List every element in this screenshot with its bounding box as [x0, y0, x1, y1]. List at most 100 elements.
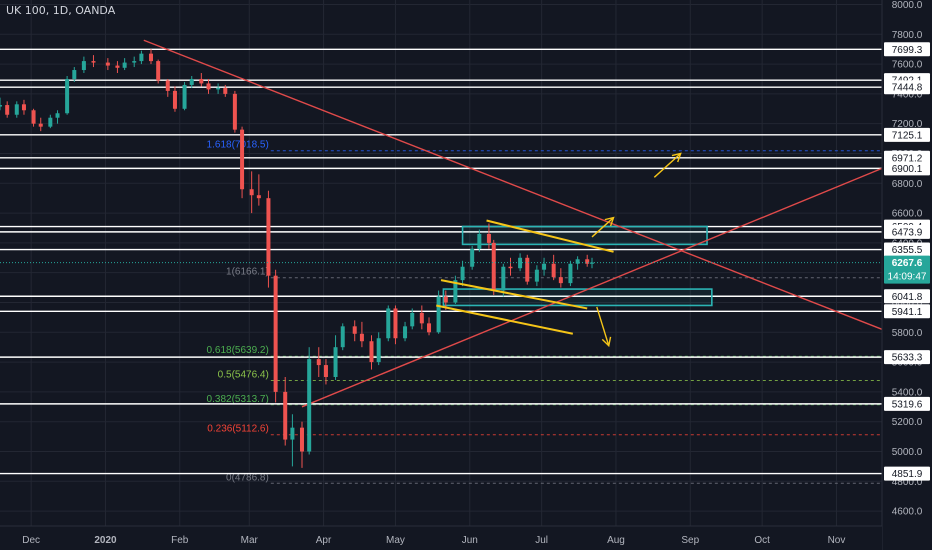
candle-body: [534, 269, 539, 282]
candle-body: [48, 117, 53, 127]
candle-body: [568, 263, 573, 284]
candle-body: [525, 257, 530, 282]
candle-body: [352, 326, 357, 334]
trendline-descending[interactable]: [143, 39, 883, 330]
arrow-head: [601, 336, 612, 348]
candle-body: [65, 78, 70, 114]
candle-body: [132, 61, 137, 63]
candle-body: [333, 347, 338, 377]
projection-arrow[interactable]: [653, 152, 682, 178]
candle-body: [139, 53, 144, 62]
last-price-tag: [884, 255, 930, 284]
level-price-tag-text: 7444.8: [892, 83, 923, 94]
candle-body: [249, 189, 254, 196]
candle-body: [14, 104, 19, 115]
price-tick-label: 6600.0: [892, 209, 923, 220]
candle-body: [585, 259, 590, 264]
price-axis-labels: 8000.07800.07600.07400.07200.07000.06800…: [0, 0, 930, 518]
level-price-tag: [884, 127, 930, 142]
candle-body: [491, 242, 496, 291]
price-tick-label: 7600.0: [892, 60, 923, 71]
level-price-tag-text: 4851.9: [892, 469, 923, 480]
trendline-ascending[interactable]: [301, 167, 883, 408]
channel-layer: [436, 219, 614, 335]
channel-line[interactable]: [436, 304, 574, 335]
fib-label: 0.382(5313.7): [207, 394, 269, 405]
time-tick-label: Dec: [22, 535, 40, 546]
candle-body: [156, 61, 161, 81]
candle-body: [316, 359, 321, 366]
candle-body: [386, 308, 391, 339]
level-price-tag: [884, 350, 930, 365]
candle-body: [575, 259, 580, 264]
time-tick-label: Jun: [462, 535, 478, 546]
candle-body: [81, 61, 86, 71]
arrows-layer: [591, 152, 682, 348]
level-price-tag: [884, 224, 930, 239]
level-price-tag: [884, 42, 930, 57]
time-tick-label: Mar: [241, 535, 259, 546]
candle-body: [273, 275, 278, 392]
candle-body: [115, 65, 120, 68]
candle-body: [403, 326, 408, 339]
level-price-tag-text: 5941.1: [892, 307, 923, 318]
time-tick-label: Sep: [681, 535, 699, 546]
candle-body: [216, 87, 221, 90]
channel-line[interactable]: [486, 219, 614, 253]
level-price-tag-text: 5319.6: [892, 399, 923, 410]
time-tick-label: Feb: [171, 535, 189, 546]
candle-body: [443, 296, 448, 303]
candle-body: [477, 233, 482, 249]
level-price-tag: [884, 466, 930, 481]
candle-body: [165, 80, 170, 91]
candle-body: [436, 296, 441, 333]
horizontal-levels-layer: [0, 48, 882, 475]
price-tick-label: 7800.0: [892, 30, 923, 41]
trendlines-layer: [143, 39, 883, 408]
level-price-tag-text: 7125.1: [892, 130, 923, 141]
candle-body: [5, 105, 10, 115]
candle-body: [232, 93, 237, 130]
level-price-tag: [884, 161, 930, 176]
candle-body: [290, 427, 295, 440]
candle-body: [323, 365, 328, 377]
candle-body: [299, 427, 304, 452]
candle-body: [551, 263, 556, 278]
price-tick-label: 7400.0: [892, 89, 923, 100]
candle-body: [359, 333, 364, 342]
zone-box[interactable]: [461, 225, 708, 246]
time-tick-label: Apr: [316, 535, 332, 546]
candle-body: [518, 257, 523, 269]
time-tick-label: Oct: [754, 535, 770, 546]
level-price-tag-text: 6355.5: [892, 245, 923, 256]
fibonacci-layer: 1.618(7018.5) 1(6166.1) 0.618(5639.2) 0.5(5…: [207, 140, 882, 484]
candle-body: [172, 90, 177, 109]
candle-body: [206, 83, 211, 90]
level-price-tag-text: 6971.2: [892, 153, 923, 164]
candle-body: [376, 338, 381, 363]
time-axis-panel[interactable]: [0, 526, 882, 550]
candle-body: [189, 78, 194, 85]
grid-layer: [0, 0, 882, 526]
level-price-tag-text: 6473.9: [892, 227, 923, 238]
channel-line[interactable]: [440, 279, 588, 310]
candle-body: [486, 233, 491, 243]
price-tick-label: 5000.0: [892, 447, 923, 458]
zone-box[interactable]: [442, 288, 713, 307]
candle-body: [453, 280, 458, 303]
projection-arrow[interactable]: [596, 306, 610, 346]
arrow-head: [671, 152, 682, 163]
candle-body: [470, 248, 475, 267]
level-price-tag: [884, 242, 930, 257]
price-tick-label: 8000.0: [892, 0, 923, 11]
candle-body: [105, 62, 110, 66]
fib-label: 1(6166.1): [226, 267, 269, 278]
candle-body: [558, 277, 563, 284]
candle-body: [393, 308, 398, 339]
projection-arrow[interactable]: [591, 217, 615, 238]
candle-body: [307, 359, 312, 452]
time-tick-label: Nov: [828, 535, 846, 546]
candle-body: [91, 61, 96, 63]
